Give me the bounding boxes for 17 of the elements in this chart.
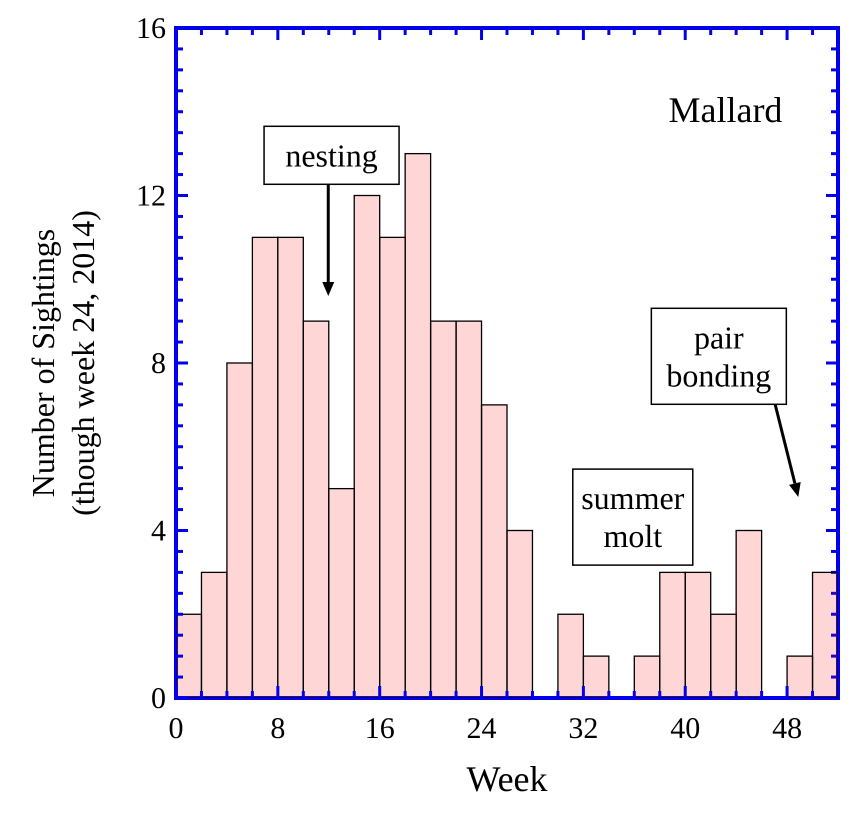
annotation: nesting <box>285 137 378 174</box>
annotation: Mallard <box>668 90 782 130</box>
y-tick-label: 4 <box>151 514 166 548</box>
y-tick-label: 0 <box>151 682 166 715</box>
annotation: summer molt <box>581 480 685 554</box>
x-tick-label: 24 <box>466 712 497 745</box>
y-tick-label: 8 <box>151 347 166 380</box>
annotation: pair bonding <box>666 319 772 394</box>
y-axis-title: Number of Sightings (though week 24, 2014) <box>24 210 102 516</box>
x-tick-label: 40 <box>670 712 700 745</box>
y-tick-label: 12 <box>136 180 166 212</box>
x-tick-label: 8 <box>270 712 286 745</box>
x-axis-title: Week <box>465 758 549 800</box>
y-tick-label: 16 <box>136 12 166 45</box>
x-tick-label: 16 <box>364 712 395 745</box>
x-tick-label: 48 <box>772 712 802 745</box>
x-tick-label: 32 <box>568 712 598 745</box>
